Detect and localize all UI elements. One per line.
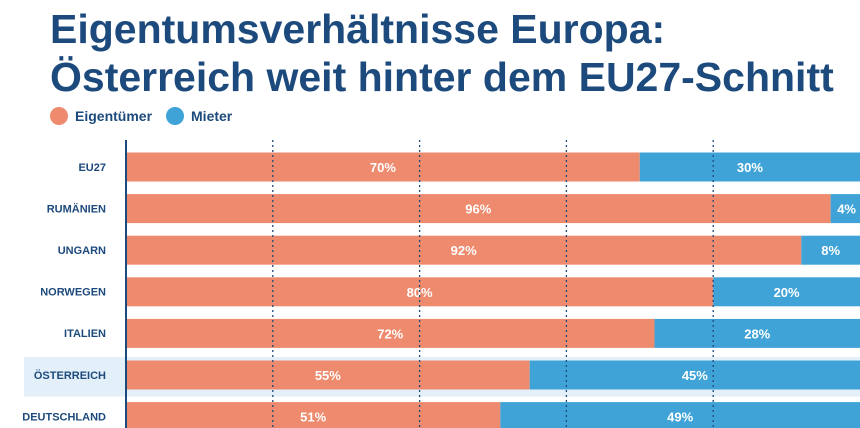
category-label-6: DEUTSCHLAND xyxy=(22,411,106,423)
bar-owner-1 xyxy=(126,194,831,224)
category-label-3: NORWEGEN xyxy=(40,287,106,299)
data-label-owner-4: 72% xyxy=(377,326,403,341)
legend: Eigentümer Mieter xyxy=(50,106,246,126)
bar-owner-0 xyxy=(126,152,640,182)
data-label-renter-5: 45% xyxy=(682,368,708,383)
data-label-renter-6: 49% xyxy=(667,410,693,425)
data-label-renter-3: 20% xyxy=(774,285,800,300)
bar-renter-4 xyxy=(654,318,860,348)
category-label-1: RUMÄNIEN xyxy=(47,202,106,215)
bar-renter-0 xyxy=(639,152,860,182)
bar-renter-3 xyxy=(713,277,860,307)
data-label-owner-3: 80% xyxy=(407,285,433,300)
bar-owner-6 xyxy=(126,402,501,428)
data-label-owner-6: 51% xyxy=(300,410,326,425)
data-label-renter-0: 30% xyxy=(737,160,763,175)
bar-owner-5 xyxy=(126,360,530,390)
chart-title-line2: Österreich weit hinter dem EU27-Schnitt xyxy=(50,54,834,100)
category-label-2: UNGARN xyxy=(58,245,106,257)
category-label-5: ÖSTERREICH xyxy=(34,369,106,382)
category-label-0: EU27 xyxy=(78,162,106,174)
data-label-owner-0: 70% xyxy=(370,160,396,175)
bar-renter-6 xyxy=(500,402,860,428)
legend-item-renter: Mieter xyxy=(166,107,232,125)
bar-renter-2 xyxy=(801,235,860,265)
legend-swatch-owner xyxy=(50,107,68,125)
bar-owner-2 xyxy=(126,235,802,265)
legend-swatch-renter xyxy=(166,107,185,125)
bar-renter-5 xyxy=(529,360,860,390)
data-label-renter-2: 8% xyxy=(821,243,840,258)
bar-owner-4 xyxy=(126,318,655,348)
data-label-owner-5: 55% xyxy=(315,368,341,383)
bar-renter-1 xyxy=(830,194,860,224)
legend-label-renter: Mieter xyxy=(191,108,233,124)
legend-item-owner: Eigentümer xyxy=(50,107,152,125)
data-label-renter-1: 4% xyxy=(837,202,856,217)
data-label-owner-2: 92% xyxy=(451,243,477,258)
chart-title-line1: Eigentumsverhältnisse Europa: xyxy=(50,6,666,52)
data-label-owner-1: 96% xyxy=(465,202,491,217)
legend-label-owner: Eigentümer xyxy=(75,108,153,124)
category-label-4: ITALIEN xyxy=(64,328,106,340)
data-label-renter-4: 28% xyxy=(744,326,770,341)
